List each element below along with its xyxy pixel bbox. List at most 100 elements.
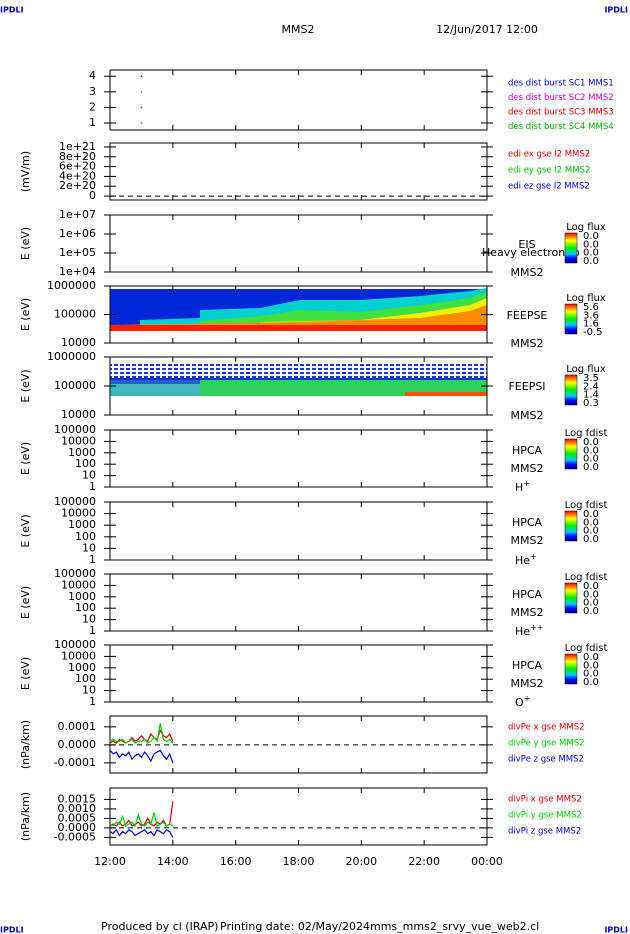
colorbar-label: 0.0	[583, 598, 599, 609]
colorbar	[564, 303, 578, 335]
y-axis-label: (nPa/km)	[19, 792, 32, 841]
y-tick-label: 0.0015	[58, 792, 97, 805]
colorbar-label: 0.0	[583, 669, 599, 680]
y-tick-label: 2	[89, 100, 96, 113]
colorbar-label: 0.0	[583, 517, 599, 528]
y-tick-label: 100	[75, 457, 96, 470]
colorbar-label: 0.0	[583, 652, 599, 663]
y-tick-label: 0	[89, 189, 96, 202]
y-axis-label: E (eV)	[19, 298, 32, 331]
y-tick-label: 100	[75, 672, 96, 685]
instrument-label: EIS	[518, 238, 535, 251]
instrument-label: HPCA	[512, 588, 543, 601]
line	[109, 828, 174, 838]
spectrogram-image	[110, 288, 487, 331]
colorbar-label: 0.0	[583, 589, 599, 600]
colorbar-label: 0.0	[583, 677, 599, 688]
x-tick-label: 16:00	[220, 855, 252, 868]
point	[140, 122, 143, 124]
colorbar-label: 0.0	[583, 256, 599, 267]
instrument-label: FEEPSI	[508, 380, 545, 393]
y-tick-label: 8e+20	[59, 150, 96, 163]
y-tick-label: 100000	[54, 379, 96, 392]
legend-entry: divPi y gse MMS2	[508, 810, 582, 820]
y-tick-label: 0.0000	[58, 738, 97, 751]
colorbar	[564, 438, 578, 470]
y-tick-label: 1000	[68, 518, 96, 531]
colorbar-label: 0.3	[583, 398, 599, 409]
y-tick-label: 10000	[61, 578, 96, 591]
spacecraft-label: MMS2	[511, 534, 544, 547]
y-tick-label: 3	[89, 85, 96, 98]
date: 12/Jun/2017 12:00	[436, 23, 538, 36]
colorbar-label: 1.6	[583, 319, 599, 330]
y-tick-label: 10	[82, 469, 96, 482]
species-base: He	[515, 554, 530, 567]
y-axis-label: E (eV)	[19, 369, 32, 402]
y-tick-label: 1000	[68, 446, 96, 459]
colorbar-label: 0.0	[583, 509, 599, 520]
instrument-label: HPCA	[512, 444, 543, 457]
y-tick-label: 10000	[61, 434, 96, 447]
colorbar-label: 5.6	[583, 302, 599, 313]
y-axis-label: E (eV)	[19, 514, 32, 547]
colorbar-label: 0.0	[583, 454, 599, 465]
legend-entry: edi ey gse l2 MMS2	[508, 165, 590, 175]
panel-frame	[109, 787, 488, 846]
species-charge: +	[523, 479, 530, 488]
y-tick-label: 0.0000	[58, 821, 97, 834]
species-base: He	[515, 625, 530, 638]
y-tick-label: 4e+20	[59, 169, 96, 182]
colorbar-label: 1.4	[583, 390, 599, 401]
colorbar-label: -0.5	[583, 327, 603, 338]
legend-entry: edi ez gse l2 MMS2	[508, 181, 590, 191]
mission: MMS2	[282, 23, 315, 36]
legend-entry: edi ex gse l2 MMS2	[508, 150, 590, 160]
y-tick-label: 100	[75, 530, 96, 543]
y-tick-label: 10000	[61, 336, 96, 349]
colorbar-title: Log flux	[566, 222, 606, 233]
colorbar-title: Log flux	[566, 364, 606, 375]
species-label: He+	[515, 552, 537, 568]
species-charge: +	[524, 694, 531, 703]
colorbar-label: 3.5	[583, 373, 599, 384]
x-tick-label: 14:00	[157, 855, 189, 868]
y-tick-label: 1000000	[47, 350, 96, 363]
species-label: O+	[515, 694, 530, 710]
y-axis-label: (mV/m)	[19, 151, 32, 192]
x-tick-label: 00:00	[471, 855, 503, 868]
point	[140, 106, 143, 109]
y-axis-label: E (eV)	[19, 442, 32, 475]
line	[109, 749, 174, 764]
y-tick-label: 1000	[68, 590, 96, 603]
corner-mark: IPDLI	[604, 926, 628, 934]
colorbar	[564, 232, 578, 264]
y-tick-label: 1e+06	[59, 227, 96, 240]
y-tick-label: 100	[75, 601, 96, 614]
note: Heavy electron to	[482, 246, 580, 259]
species-label: H+	[515, 479, 530, 495]
footer-text: Printing date: 02/May/2024	[220, 920, 370, 933]
spacecraft-label: MMS2	[511, 462, 544, 475]
legend-entry: des dist burst SC3 MMS3	[508, 108, 614, 118]
y-tick-label: 10000	[61, 507, 96, 520]
colorbar	[564, 653, 578, 685]
y-tick-label: 100000	[54, 308, 96, 321]
point	[140, 91, 143, 93]
y-tick-label: 6e+20	[59, 160, 96, 173]
y-tick-label: -0.0001	[54, 756, 96, 769]
colorbar-label: 0.0	[583, 534, 599, 545]
legend-entry: des dist burst SC4 MMS4	[508, 122, 614, 132]
colorbar	[564, 510, 578, 542]
legend-entry: divPe y gse MMS2	[508, 738, 585, 748]
colorbar-title: Log fdist	[565, 643, 608, 654]
colorbar-label: 0.0	[583, 462, 599, 473]
instrument-label: HPCA	[512, 659, 543, 672]
spectrogram-image	[110, 364, 487, 396]
colorbar-label: 3.6	[583, 310, 599, 321]
y-tick-label: 0.0010	[58, 802, 97, 815]
y-tick-label: 10	[82, 684, 96, 697]
panel-frame	[109, 501, 488, 561]
species-base: H	[515, 481, 523, 494]
panel-frame	[109, 644, 488, 703]
